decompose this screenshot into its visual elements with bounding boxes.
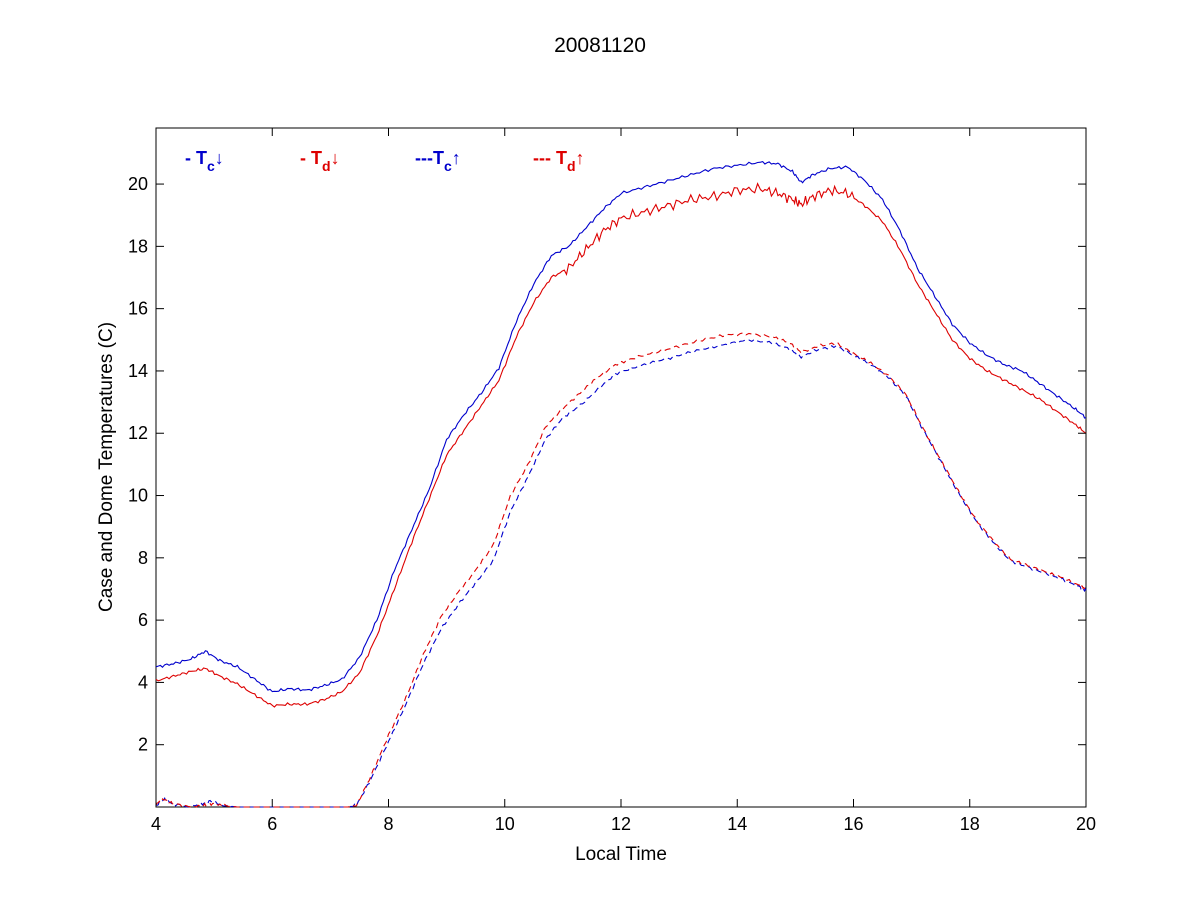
- y-tick-label: 16: [128, 299, 148, 319]
- chart-title: 20081120: [554, 34, 646, 57]
- series-line-td_up: [155, 332, 1087, 808]
- x-tick-label: 18: [960, 814, 980, 834]
- legend-entry-td_down: - Td↓: [300, 148, 340, 174]
- y-tick-label: 10: [128, 486, 148, 506]
- x-axis-ticks: 4 6 8 10 12 14 16 18 20: [151, 128, 1096, 834]
- x-tick-label: 8: [383, 814, 393, 834]
- x-tick-label: 6: [267, 814, 277, 834]
- x-axis-title: Local Time: [575, 844, 667, 865]
- x-tick-label: 10: [495, 814, 515, 834]
- y-tick-label: 8: [138, 548, 148, 568]
- y-tick-label: 6: [138, 610, 148, 630]
- y-tick-label: 20: [128, 174, 148, 194]
- y-tick-label: 14: [128, 361, 148, 381]
- x-tick-label: 20: [1076, 814, 1096, 834]
- y-tick-label: 18: [128, 236, 148, 256]
- series-layer: [155, 160, 1087, 808]
- legend-entry-td_up: --- Td↑: [533, 148, 585, 174]
- x-tick-label: 4: [151, 814, 161, 834]
- y-tick-label: 4: [138, 672, 148, 692]
- x-tick-label: 14: [727, 814, 747, 834]
- legend: - Tc↓ - Td↓ ---Tc↑ --- Td↑: [185, 148, 585, 174]
- y-tick-label: 2: [138, 735, 148, 755]
- y-axis-ticks: 2 4 6 8 10 12 14 16 18 20: [128, 174, 1086, 755]
- y-axis-title: Case and Dome Temperatures (C): [96, 322, 117, 612]
- series-line-tc_down: [155, 160, 1087, 693]
- plot-area-frame: [155, 127, 1087, 808]
- legend-entry-tc_up: ---Tc↑: [415, 148, 461, 174]
- x-tick-label: 12: [611, 814, 631, 834]
- legend-entry-tc_down: - Tc↓: [185, 148, 224, 174]
- series-line-td_down: [155, 182, 1087, 708]
- y-tick-label: 12: [128, 423, 148, 443]
- x-tick-label: 16: [843, 814, 863, 834]
